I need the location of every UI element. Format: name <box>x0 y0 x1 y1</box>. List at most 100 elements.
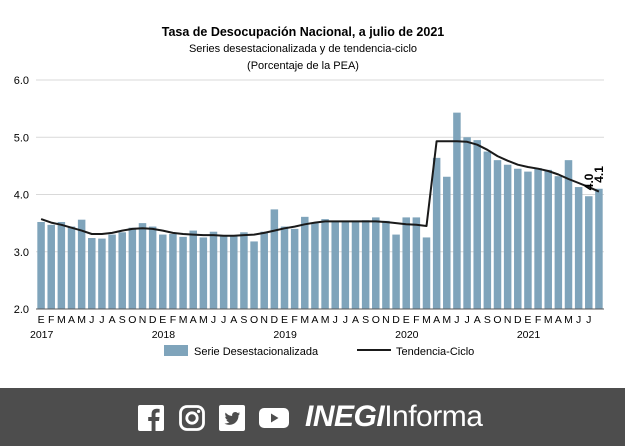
year-label: 2019 <box>273 329 297 341</box>
chart-title: Tasa de Desocupación Nacional, a julio d… <box>162 25 445 39</box>
bar <box>199 237 208 309</box>
x-tick-label: F <box>535 314 541 326</box>
x-tick-label: N <box>382 314 390 326</box>
bar <box>402 217 410 309</box>
x-tick-label: D <box>392 314 400 326</box>
x-tick-label: M <box>442 314 451 326</box>
year-label: 2017 <box>30 329 54 341</box>
bar <box>118 232 126 309</box>
bar <box>372 217 380 309</box>
bar <box>250 241 258 309</box>
bar <box>351 221 360 309</box>
legend-swatch-bars <box>164 345 188 356</box>
bar <box>483 151 492 309</box>
bar <box>270 209 279 309</box>
legend-label-line: Tendencia-Ciclo <box>396 346 474 358</box>
twitter-icon[interactable] <box>219 405 245 431</box>
bar <box>503 164 512 309</box>
bar <box>361 220 370 309</box>
y-tick-label: 4.0 <box>14 190 29 202</box>
axes: 2.03.04.05.06.0E F M A M J J A S O N D E F M A M J J A S O N D E… <box>14 75 604 341</box>
x-tick-label: D <box>514 314 522 326</box>
bar <box>169 234 177 309</box>
x-tick-label: E <box>403 314 410 326</box>
bar <box>493 160 502 309</box>
x-tick-label: A <box>109 314 116 326</box>
bar <box>67 226 76 309</box>
year-label: 2021 <box>517 329 541 341</box>
bar <box>331 220 339 309</box>
bar <box>564 160 573 309</box>
bar <box>47 224 55 309</box>
x-tick-label: E <box>281 314 288 326</box>
x-tick-label: M <box>199 314 208 326</box>
x-tick-label: F <box>48 314 54 326</box>
footer-bar: INEGI Informa <box>0 388 625 446</box>
bar <box>230 235 238 309</box>
inegi-informa-logo: INEGI Informa <box>305 398 483 436</box>
brand-light: Informa <box>384 400 483 433</box>
bar <box>189 230 197 309</box>
bar <box>514 168 522 309</box>
x-tick-label: S <box>240 314 247 326</box>
y-tick-label: 3.0 <box>14 247 29 259</box>
instagram-icon[interactable] <box>179 405 205 431</box>
bar <box>57 221 66 309</box>
youtube-icon[interactable] <box>259 405 289 431</box>
bar <box>443 176 451 309</box>
bar <box>108 234 116 309</box>
x-tick-label: F <box>170 314 176 326</box>
bar-series <box>37 112 603 309</box>
bar <box>280 226 289 309</box>
x-tick-label: D <box>149 314 157 326</box>
bar <box>524 171 532 309</box>
bar <box>240 232 248 309</box>
x-tick-label: O <box>128 314 136 326</box>
trend-series <box>40 140 600 237</box>
bar <box>392 234 400 309</box>
x-tick-label: J <box>211 314 216 326</box>
bar <box>595 188 603 309</box>
chart-area: Tasa de Desocupación Nacional, a julio d… <box>13 25 606 358</box>
x-tick-label: N <box>260 314 268 326</box>
x-tick-label: O <box>250 314 258 326</box>
bar <box>382 220 390 309</box>
bar <box>260 231 268 309</box>
x-tick-label: M <box>77 314 86 326</box>
bar <box>37 221 45 309</box>
x-tick-label: J <box>576 314 581 326</box>
x-tick-label: E <box>159 314 166 326</box>
x-tick-label: A <box>474 314 481 326</box>
bar <box>574 187 583 309</box>
bar <box>88 238 96 309</box>
legend-label-bars: Serie Desestacionalizada <box>194 346 319 358</box>
chart: Tasa de Desocupación Nacional, a julio d… <box>14 25 606 358</box>
bar <box>290 228 299 309</box>
x-tick-label: S <box>484 314 491 326</box>
x-tick-label: J <box>99 314 104 326</box>
x-tick-label: A <box>555 314 562 326</box>
x-tick-label: O <box>493 314 501 326</box>
x-tick-label: M <box>422 314 431 326</box>
facebook-icon[interactable] <box>138 405 164 431</box>
bar <box>148 226 157 309</box>
annotations: 4.04.1 <box>582 166 606 190</box>
chart-subtitle: Series desestacionalizada y de tendencia… <box>189 43 417 55</box>
year-label: 2020 <box>395 329 419 341</box>
x-tick-label: J <box>454 314 459 326</box>
x-tick-label: J <box>464 314 469 326</box>
x-tick-label: J <box>333 314 338 326</box>
chart-subtitle-units: (Porcentaje de la PEA) <box>247 60 359 72</box>
bar <box>534 168 542 309</box>
x-tick-label: A <box>433 314 440 326</box>
bar <box>179 236 187 309</box>
x-tick-label: F <box>291 314 297 326</box>
x-tick-label: E <box>38 314 45 326</box>
x-tick-label: S <box>362 314 369 326</box>
x-tick-label: J <box>343 314 348 326</box>
bar <box>544 169 552 309</box>
y-tick-label: 5.0 <box>14 132 29 144</box>
bar <box>128 227 137 309</box>
bar <box>473 140 481 309</box>
y-tick-label: 2.0 <box>14 304 29 316</box>
